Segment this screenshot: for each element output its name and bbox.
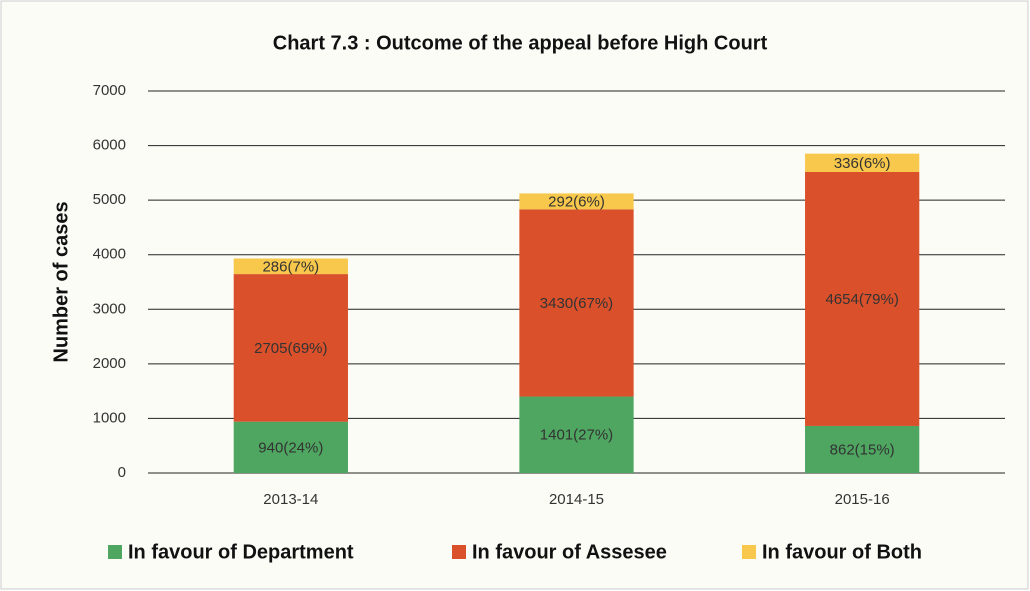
bar-segment [519,396,634,473]
bar-segment [805,425,920,473]
data-label: 940(24%) [258,439,323,456]
y-tick-label: 5000 [93,191,126,208]
y-tick-label: 0 [118,464,126,481]
data-label: 286(7%) [262,258,319,275]
chart-title: Chart 7.3 : Outcome of the appeal before… [273,32,768,54]
bar-segment [519,209,634,397]
bar-segment [233,421,348,473]
legend-label: In favour of Both [762,541,922,563]
legend-swatch [742,545,756,559]
y-tick-label: 4000 [93,246,126,263]
y-tick-label: 7000 [93,82,126,99]
bar-segment [805,153,920,172]
y-tick-label: 3000 [93,300,126,317]
y-tick-label: 6000 [93,137,126,154]
legend-label: In favour of Department [128,541,354,563]
data-label: 2705(69%) [254,340,327,357]
data-label: 3430(67%) [540,295,613,312]
legend-swatch [108,545,122,559]
data-label: 4654(79%) [825,291,898,308]
data-label: 292(6%) [548,193,605,210]
bar-segment [233,274,348,422]
legend-label: In favour of Assesee [472,541,667,563]
y-axis-label: Number of cases [50,201,72,362]
bar-segment [805,171,920,426]
x-tick-label: 2013-14 [263,491,318,508]
bar-segment [233,258,348,275]
data-label: 862(15%) [830,441,895,458]
x-tick-label: 2014-15 [549,491,604,508]
bar-segment [519,193,634,210]
y-tick-label: 2000 [93,355,126,372]
data-label: 1401(27%) [540,427,613,444]
data-label: 336(6%) [834,155,891,172]
x-tick-label: 2015-16 [835,491,890,508]
legend-swatch [452,545,466,559]
y-tick-label: 1000 [93,409,126,426]
